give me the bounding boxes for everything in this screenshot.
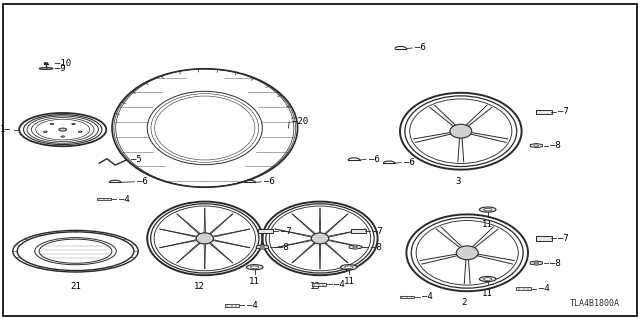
- Ellipse shape: [59, 128, 67, 131]
- Text: —20: —20: [292, 117, 308, 126]
- Polygon shape: [530, 143, 543, 148]
- Text: 2: 2: [461, 298, 467, 307]
- Text: 3: 3: [455, 177, 460, 186]
- Ellipse shape: [260, 246, 265, 248]
- Ellipse shape: [196, 233, 214, 244]
- Text: —8: —8: [278, 243, 289, 252]
- Polygon shape: [256, 245, 269, 249]
- Polygon shape: [415, 132, 451, 141]
- Ellipse shape: [479, 207, 496, 212]
- Text: 13: 13: [310, 282, 320, 291]
- Text: —8: —8: [371, 243, 381, 252]
- Text: 21: 21: [70, 282, 81, 291]
- Polygon shape: [432, 106, 456, 126]
- Ellipse shape: [312, 233, 329, 244]
- Text: —4: —4: [422, 292, 433, 301]
- Ellipse shape: [484, 278, 492, 280]
- Bar: [97, 197, 111, 200]
- Ellipse shape: [50, 123, 54, 124]
- Text: —9: —9: [55, 64, 66, 73]
- Ellipse shape: [61, 136, 65, 137]
- Text: 11: 11: [483, 289, 493, 298]
- Polygon shape: [477, 254, 513, 262]
- Polygon shape: [438, 228, 462, 248]
- Text: —4: —4: [119, 195, 130, 204]
- Text: —4: —4: [539, 284, 550, 293]
- Text: —7: —7: [372, 227, 383, 236]
- Bar: [312, 283, 326, 285]
- Ellipse shape: [251, 266, 259, 268]
- Text: —10: —10: [55, 59, 72, 68]
- Polygon shape: [421, 254, 457, 262]
- Ellipse shape: [450, 124, 472, 138]
- Polygon shape: [466, 106, 490, 126]
- Polygon shape: [472, 228, 496, 248]
- Ellipse shape: [44, 63, 48, 64]
- Text: —4: —4: [334, 280, 345, 289]
- FancyBboxPatch shape: [536, 110, 552, 114]
- Ellipse shape: [456, 246, 478, 260]
- Text: —7: —7: [558, 234, 569, 243]
- Ellipse shape: [78, 131, 82, 132]
- Text: 1—: 1—: [0, 125, 11, 134]
- Ellipse shape: [479, 276, 496, 282]
- Text: —5: —5: [131, 156, 141, 164]
- Polygon shape: [460, 138, 462, 162]
- Polygon shape: [349, 245, 362, 249]
- Text: —4: —4: [247, 301, 258, 310]
- Ellipse shape: [534, 262, 539, 264]
- Bar: [225, 304, 239, 307]
- Ellipse shape: [344, 266, 353, 268]
- Text: 12: 12: [195, 282, 205, 291]
- Text: —6: —6: [369, 155, 380, 164]
- Bar: [516, 287, 531, 290]
- Text: 11: 11: [344, 277, 354, 286]
- FancyBboxPatch shape: [258, 229, 273, 233]
- Text: —8: —8: [550, 141, 561, 150]
- Ellipse shape: [72, 123, 76, 124]
- Text: —7: —7: [281, 227, 292, 236]
- Text: —6: —6: [264, 177, 275, 186]
- Text: —6: —6: [415, 44, 426, 52]
- Text: 11: 11: [250, 277, 260, 286]
- Text: 11: 11: [483, 220, 493, 229]
- Ellipse shape: [340, 265, 357, 270]
- Ellipse shape: [44, 131, 47, 132]
- Polygon shape: [530, 261, 543, 265]
- Bar: [400, 296, 414, 298]
- Ellipse shape: [534, 145, 539, 146]
- Text: —6: —6: [404, 158, 415, 167]
- Text: —6: —6: [137, 177, 148, 186]
- Text: —7: —7: [558, 108, 569, 116]
- FancyBboxPatch shape: [536, 236, 552, 241]
- Polygon shape: [471, 132, 507, 141]
- Text: TLA4B1800A: TLA4B1800A: [570, 299, 620, 308]
- Ellipse shape: [39, 68, 53, 69]
- FancyBboxPatch shape: [351, 229, 366, 233]
- Ellipse shape: [353, 246, 358, 248]
- Ellipse shape: [484, 208, 492, 211]
- Polygon shape: [466, 260, 468, 284]
- Text: —8: —8: [550, 259, 561, 268]
- Ellipse shape: [246, 265, 263, 270]
